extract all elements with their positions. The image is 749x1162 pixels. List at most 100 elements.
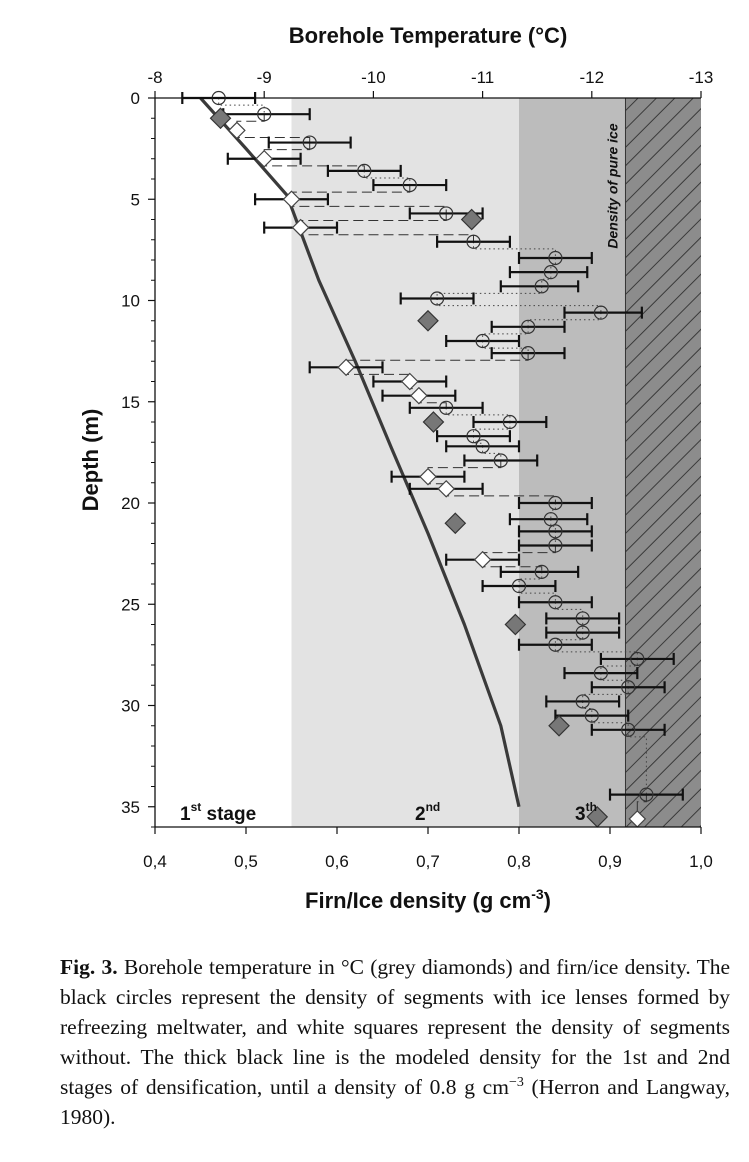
top-axis-tick-label: -8 bbox=[147, 68, 162, 87]
circle-marker bbox=[621, 680, 636, 695]
figure-chart: -8 -9 -10 -11 -12 -13 0,4 0,5 0,6 0,7 0,8 0,9 1,0 0 5 1… bbox=[78, 23, 713, 913]
pure-ice-band bbox=[625, 98, 701, 827]
bottom-axis-tick-label: 0,7 bbox=[416, 852, 440, 871]
temperature-diamond-marker bbox=[444, 512, 467, 535]
y-axis-tick-label: 30 bbox=[121, 697, 140, 716]
y-axis-tick-label: 0 bbox=[131, 89, 140, 108]
temperature-diamond-marker bbox=[504, 613, 527, 636]
circle-marker bbox=[630, 651, 645, 667]
circle-marker bbox=[357, 163, 372, 178]
circle-marker bbox=[548, 637, 563, 652]
open-diamond-marker bbox=[228, 121, 246, 140]
open-diamond-marker bbox=[419, 467, 437, 486]
y-axis-tick-label: 20 bbox=[121, 494, 140, 513]
open-diamond-marker bbox=[400, 372, 419, 391]
open-diamond-marker bbox=[255, 149, 274, 168]
temperature-diamond-marker bbox=[422, 411, 445, 433]
bottom-axis-tick-label: 1,0 bbox=[689, 852, 713, 871]
circle-marker bbox=[502, 414, 517, 430]
circle-marker bbox=[548, 524, 563, 539]
bottom-axis-title: Firn/Ice density (g cm-3) bbox=[305, 886, 551, 913]
circle-marker bbox=[575, 625, 590, 640]
connector-line bbox=[550, 503, 556, 520]
circle-marker bbox=[475, 439, 490, 454]
stage-band-1 bbox=[155, 98, 292, 827]
open-diamond-marker bbox=[437, 479, 456, 498]
circle-marker bbox=[520, 346, 536, 361]
circle-marker bbox=[548, 250, 563, 266]
connector-line bbox=[263, 142, 311, 159]
caption-text: Borehole temperature in °C (grey diamond… bbox=[60, 955, 731, 1099]
y-axis-tick-label: 10 bbox=[121, 292, 140, 311]
circle-marker bbox=[548, 595, 563, 610]
connector-line bbox=[550, 257, 556, 273]
open-diamond-marker bbox=[337, 358, 355, 377]
caption-fig-label: Fig. 3. bbox=[60, 955, 118, 979]
circle-marker bbox=[584, 708, 599, 723]
caption-text-end: (Herron and Langway, 1980). bbox=[60, 1075, 730, 1129]
figure-caption: Fig. 3. Borehole temperature in °C (grey… bbox=[60, 952, 730, 1132]
stage-labels: 1st stage 2nd 3th bbox=[180, 800, 597, 825]
top-axis-tick-label: -9 bbox=[257, 68, 272, 87]
stage-label-3: 3th bbox=[575, 800, 597, 825]
stage-band-2 bbox=[291, 98, 519, 827]
circle-marker bbox=[493, 453, 508, 468]
top-axis-tick-label: -11 bbox=[471, 68, 494, 87]
connector-line bbox=[554, 632, 584, 645]
y-axis-title: Depth (m) bbox=[78, 409, 103, 512]
circle-marker bbox=[466, 429, 481, 444]
pure-ice-zone bbox=[624, 98, 701, 827]
axes: -8 -9 -10 -11 -12 -13 0,4 0,5 0,6 0,7 0,8 0,9 1,0 0 5 1… bbox=[121, 68, 713, 871]
connector-line bbox=[482, 341, 529, 354]
data-markers bbox=[209, 90, 654, 828]
y-axis-tick-label: 25 bbox=[121, 595, 140, 614]
circle-marker bbox=[466, 234, 481, 249]
circle-marker bbox=[621, 722, 636, 737]
stage-label-1: 1st stage bbox=[180, 800, 256, 825]
open-diamond-marker bbox=[473, 550, 492, 569]
axis-labels: Borehole Temperature (°C) Firn/Ice densi… bbox=[78, 23, 567, 913]
circle-marker bbox=[257, 107, 272, 122]
top-axis-title: Borehole Temperature (°C) bbox=[289, 23, 568, 48]
connector-line bbox=[345, 353, 529, 368]
open-diamond-marker bbox=[291, 218, 310, 237]
modeled-density-curve bbox=[199, 96, 521, 808]
circle-marker bbox=[548, 538, 563, 553]
temperature-diamond-marker bbox=[548, 714, 570, 737]
stage-label-2: 2nd bbox=[415, 800, 440, 825]
bottom-axis-tick-label: 0,9 bbox=[598, 852, 622, 871]
top-axis-tick-label: -12 bbox=[580, 68, 605, 87]
circle-marker bbox=[430, 291, 445, 306]
circle-marker bbox=[402, 177, 417, 193]
open-diamond-marker bbox=[282, 190, 301, 209]
caption-unit-exponent: −3 bbox=[508, 1074, 524, 1090]
circle-marker bbox=[534, 279, 549, 294]
open-diamond-marker bbox=[410, 386, 428, 405]
circle-marker bbox=[548, 495, 563, 511]
bottom-axis-tick-label: 0,5 bbox=[234, 852, 258, 871]
error-bars bbox=[181, 92, 684, 801]
temperature-diamond-marker bbox=[209, 107, 232, 130]
circle-marker bbox=[439, 206, 454, 221]
circle-marker bbox=[439, 400, 454, 415]
circle-marker bbox=[302, 135, 317, 150]
bottom-axis-tick-label: 0,6 bbox=[325, 852, 349, 871]
bottom-axis-tick-label: 0,8 bbox=[507, 852, 531, 871]
temperature-diamond-marker bbox=[417, 309, 439, 332]
circle-marker bbox=[534, 564, 549, 579]
modeled-density-line bbox=[199, 96, 521, 808]
y-axis-tick-label: 35 bbox=[121, 798, 140, 817]
connector-line bbox=[518, 571, 543, 587]
circle-marker bbox=[575, 611, 590, 626]
circle-marker bbox=[593, 305, 609, 320]
circle-marker bbox=[543, 265, 558, 280]
connector-line bbox=[627, 729, 647, 795]
circle-marker bbox=[639, 787, 654, 802]
circle-marker bbox=[475, 333, 490, 349]
top-axis-tick-label: -13 bbox=[689, 68, 714, 87]
circle-marker bbox=[511, 578, 527, 594]
connector-line bbox=[550, 519, 556, 532]
pure-ice-label: Density of pure ice bbox=[604, 123, 620, 248]
y-axis-tick-label: 5 bbox=[131, 190, 140, 209]
circle-marker bbox=[593, 665, 609, 681]
